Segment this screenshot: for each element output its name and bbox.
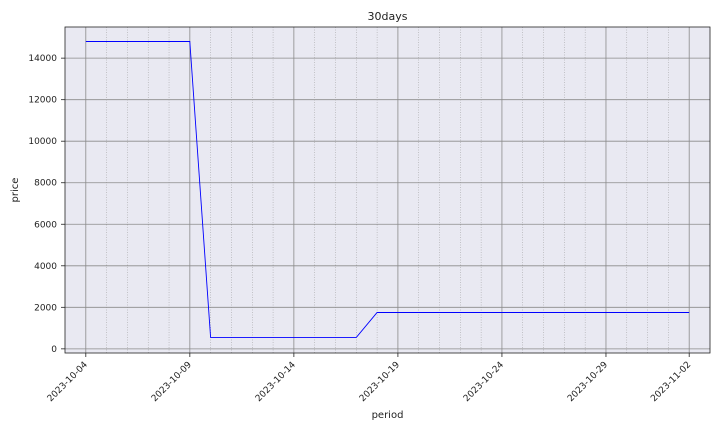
y-tick-label: 2000	[34, 303, 57, 313]
x-axis-label: period	[372, 410, 404, 421]
x-axis: 2023-10-04 2023-10-09 2023-10-14 2023-10-19…	[46, 353, 693, 404]
plot-frame	[64, 26, 711, 354]
x-tick-label: 2023-11-02	[649, 360, 693, 404]
x-tick-label: 2023-10-04	[46, 360, 90, 404]
x-tick-label: 2023-10-19	[358, 360, 402, 404]
y-axis-label: price	[10, 178, 21, 203]
x-tick-label: 2023-10-24	[462, 360, 506, 404]
y-tick-label: 8000	[34, 179, 57, 189]
y-tick-label: 12000	[28, 96, 57, 106]
x-tick-label: 2023-10-29	[566, 360, 610, 404]
y-tick-label: 4000	[34, 262, 57, 272]
plot-area	[65, 27, 710, 353]
series-layer	[85, 41, 690, 338]
y-tick-label: 6000	[34, 220, 57, 230]
y-tick-label: 14000	[28, 54, 57, 64]
x-tick-label: 2023-10-09	[150, 360, 194, 404]
y-tick-label: 10000	[28, 137, 57, 147]
grid	[65, 27, 710, 353]
x-tick-label: 2023-10-14	[254, 360, 298, 404]
y-axis: 0 2000 4000 6000 8000 10000 12000 14000	[28, 54, 65, 355]
series-line	[85, 41, 690, 338]
chart-title: 30days	[368, 10, 408, 23]
y-tick-label: 0	[51, 345, 57, 355]
